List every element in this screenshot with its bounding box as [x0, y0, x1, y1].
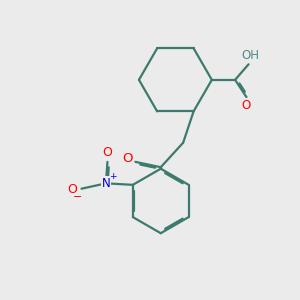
Text: N: N — [102, 177, 110, 190]
Text: O: O — [242, 99, 251, 112]
Text: +: + — [109, 172, 116, 181]
Text: O: O — [103, 146, 112, 159]
Text: OH: OH — [241, 50, 259, 62]
Text: O: O — [122, 152, 132, 165]
Text: O: O — [68, 183, 77, 196]
Text: −: − — [73, 192, 83, 202]
